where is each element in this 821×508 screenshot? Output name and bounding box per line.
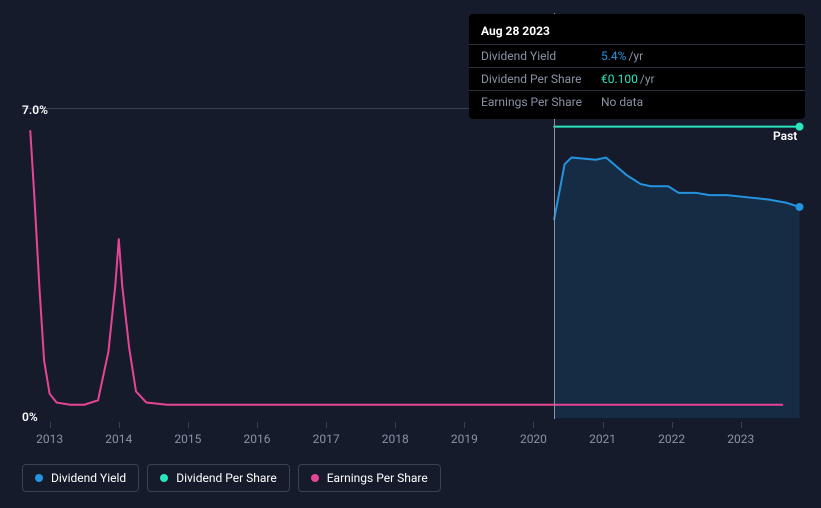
xtick-label: 2021 <box>589 432 616 446</box>
legend-item[interactable]: Dividend Per Share <box>147 464 290 492</box>
past-label: Past <box>773 129 797 143</box>
legend-dot-icon <box>311 474 319 482</box>
tooltip-row-label: Dividend Yield <box>481 49 601 63</box>
xtick-mark <box>188 422 189 428</box>
xtick-mark <box>326 422 327 428</box>
xtick-label: 2020 <box>520 432 547 446</box>
xtick-label: 2023 <box>727 432 754 446</box>
legend-dot-icon <box>35 474 43 482</box>
legend-label: Dividend Yield <box>51 471 126 485</box>
legend-item[interactable]: Dividend Yield <box>22 464 139 492</box>
tooltip-row-label: Dividend Per Share <box>481 72 601 86</box>
chart-legend: Dividend Yield Dividend Per Share Earnings… <box>22 464 441 492</box>
xtick-mark <box>533 422 534 428</box>
xtick-label: 2018 <box>382 432 409 446</box>
xtick-mark <box>257 422 258 428</box>
xtick-label: 2013 <box>36 432 63 446</box>
legend-item[interactable]: Earnings Per Share <box>298 464 441 492</box>
tooltip-row-value: 5.4% <box>601 49 626 63</box>
chart-tooltip: Aug 28 2023 Dividend Yield5.4%/yrDividen… <box>469 14 805 119</box>
xtick-mark <box>464 422 465 428</box>
xtick-label: 2016 <box>243 432 270 446</box>
dividend-chart[interactable]: 7.0% 0% Past 201320142015201620172018201… <box>22 108 803 448</box>
x-axis: 2013 2014 2015 2016 2017 2018 2019 2020 2021 2022… <box>22 422 803 452</box>
xtick-label: 2019 <box>451 432 478 446</box>
xtick-label: 2022 <box>658 432 685 446</box>
tooltip-row-value: No data <box>601 95 643 109</box>
div-yield-area <box>554 158 799 418</box>
tooltip-date: Aug 28 2023 <box>469 20 805 45</box>
tooltip-row-suffix: /yr <box>628 49 643 63</box>
xtick-mark <box>741 422 742 428</box>
tooltip-row-label: Earnings Per Share <box>481 95 601 109</box>
tooltip-row-value: €0.100 <box>601 72 638 86</box>
legend-dot-icon <box>160 474 168 482</box>
xtick-label: 2017 <box>313 432 340 446</box>
xtick-label: 2014 <box>105 432 132 446</box>
xtick-mark <box>119 422 120 428</box>
xtick-mark <box>603 422 604 428</box>
tooltip-row: Dividend Yield5.4%/yr <box>469 45 805 68</box>
legend-label: Dividend Per Share <box>176 471 277 485</box>
tooltip-row: Earnings Per ShareNo data <box>469 91 805 113</box>
legend-label: Earnings Per Share <box>327 471 428 485</box>
xtick-mark <box>395 422 396 428</box>
xtick-mark <box>672 422 673 428</box>
tooltip-row: Dividend Per Share€0.100/yr <box>469 68 805 91</box>
div_yield-end-marker <box>796 203 804 211</box>
xtick-mark <box>50 422 51 428</box>
xtick-label: 2015 <box>174 432 201 446</box>
tooltip-row-suffix: /yr <box>640 72 655 86</box>
